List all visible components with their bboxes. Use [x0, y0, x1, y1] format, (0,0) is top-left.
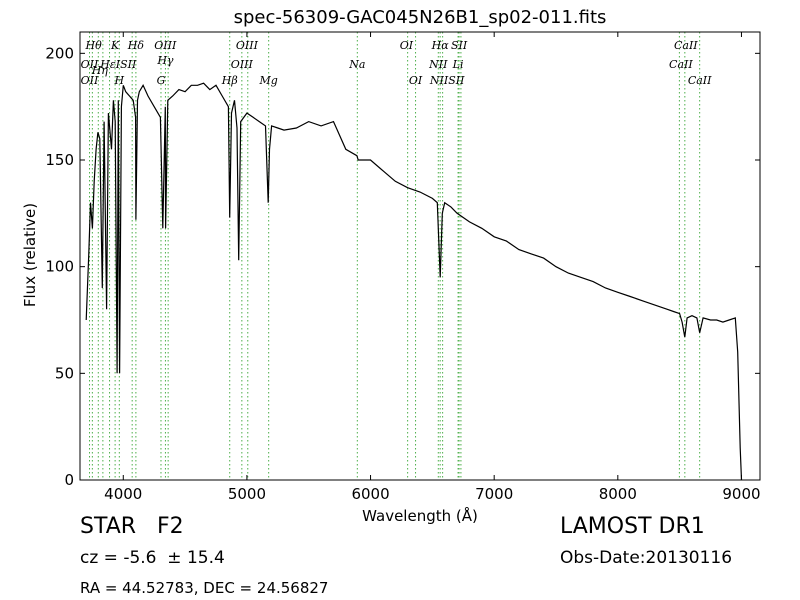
- line-label-7: SII: [451, 39, 468, 52]
- line-label-4: OIII: [236, 39, 259, 52]
- y-tick-label-4: 200: [45, 44, 74, 62]
- y-axis-ticks: 0 50 100 150 200: [45, 44, 760, 489]
- line-label-0: Hθ: [84, 39, 102, 52]
- line-label-8: CaII: [674, 39, 698, 52]
- chart-title: spec-56309-GAC045N26B1_sp02-011.fits: [234, 7, 607, 28]
- x-axis-label: Wavelength (Å): [362, 506, 478, 525]
- x-tick-label-5: 9000: [722, 485, 760, 503]
- line-label-21: Hβ: [221, 74, 238, 87]
- line-label-10: OII: [81, 58, 99, 71]
- line-label-20: G: [157, 74, 166, 87]
- x-axis-ticks: 4000 5000 6000 7000 8000 9000: [104, 32, 761, 503]
- spectrum-line: [85, 82, 743, 481]
- object-class: STAR F2: [80, 514, 184, 539]
- x-tick-label-3: 7000: [475, 485, 513, 503]
- line-label-5: OI: [400, 39, 414, 52]
- line-label-18: OII: [81, 74, 99, 87]
- line-label-9: Hγ: [156, 54, 174, 67]
- y-axis-label: Flux (relative): [21, 203, 39, 307]
- line-label-3: OIII: [154, 39, 177, 52]
- line-label-2: Hδ: [127, 39, 145, 52]
- y-tick-label-0: 0: [64, 471, 74, 489]
- line-label-17: Hη: [91, 64, 109, 77]
- observation-date: Obs-Date:20130116: [560, 548, 733, 568]
- line-label-15: Li: [452, 58, 464, 71]
- line-label-23: OI: [409, 74, 423, 87]
- y-tick-label-3: 150: [45, 151, 74, 169]
- line-label-14: NII: [428, 58, 448, 71]
- line-label-12: OIII: [231, 58, 254, 71]
- emission-line-labels: Hθ K Hδ OIII OIII OI Hα SII CaII Hγ OII HεISII OIII N…: [81, 39, 712, 87]
- coordinates: RA = 44.52783, DEC = 24.56827: [80, 579, 329, 597]
- line-label-22: Mg: [259, 74, 278, 87]
- x-tick-label-1: 5000: [228, 485, 266, 503]
- y-tick-label-1: 50: [55, 364, 74, 382]
- line-label-13: Na: [348, 58, 365, 71]
- x-tick-label-2: 6000: [351, 485, 389, 503]
- x-tick-label-0: 4000: [104, 485, 142, 503]
- line-label-6: Hα: [431, 39, 450, 52]
- redshift-value: cz = -5.6 ± 15.4: [80, 548, 225, 568]
- line-label-24: NIISII: [429, 74, 465, 87]
- y-tick-label-2: 100: [45, 258, 74, 276]
- x-tick-label-4: 8000: [599, 485, 637, 503]
- line-label-19: H: [114, 74, 125, 87]
- emission-line-markers: [89, 32, 701, 480]
- line-label-11: HεISII: [99, 58, 137, 71]
- line-label-16: CaII: [669, 58, 693, 71]
- line-label-1: K: [110, 39, 120, 52]
- plot-frame: [79, 31, 761, 481]
- line-label-25: CaII: [688, 74, 712, 87]
- survey-name: LAMOST DR1: [560, 514, 705, 539]
